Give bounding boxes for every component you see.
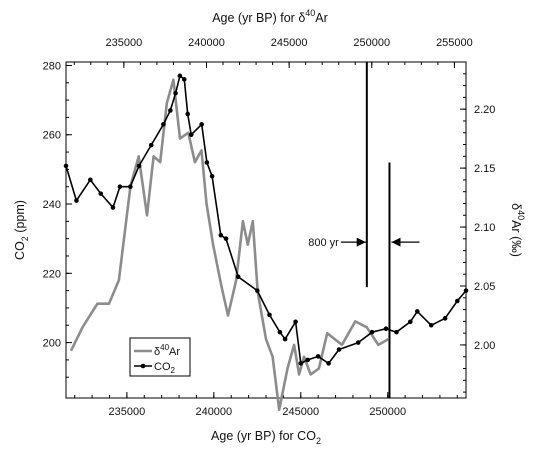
co2-data-point (74, 198, 79, 203)
co2-data-point (209, 174, 215, 179)
co2-data-point (383, 326, 389, 332)
co2-data-point (177, 73, 183, 79)
co2-data-point (173, 90, 178, 96)
co2-data-point (98, 191, 104, 196)
legend-label-d40ar: δ40Ar (154, 343, 180, 358)
left-tick-label: 260 (43, 130, 61, 142)
co2-data-point (148, 142, 154, 148)
co2-data-point (298, 361, 304, 366)
co2-data-point (267, 312, 272, 318)
left-axis-ticks: 200 220 240 260 280 (43, 60, 72, 378)
right-tick-label: 2.00 (474, 340, 495, 352)
top-axis-ticks: 235000 240000 245000 250000 255000 (73, 37, 473, 68)
left-tick-label: 220 (43, 268, 61, 280)
co2-data-point (63, 163, 69, 169)
co2-data-point (369, 329, 375, 335)
right-tick-label: 2.15 (474, 163, 495, 175)
right-tick-label: 2.10 (474, 222, 495, 234)
co2-data-point (218, 232, 224, 238)
co2-data-point (336, 347, 342, 352)
left-tick-label: 240 (43, 199, 61, 211)
left-tick-label: 280 (43, 60, 61, 72)
bottom-axis-title: Age (yr BP) for CO2 (211, 429, 321, 446)
co2-data-point (463, 288, 469, 293)
co2-data-point (277, 329, 283, 335)
co2-data-point (394, 329, 399, 335)
co2-data-point (223, 236, 229, 241)
co2-data-point (415, 309, 420, 314)
co2-data-point (88, 177, 93, 183)
series-layer (63, 73, 469, 412)
legend-label-co2: CO2 (154, 361, 176, 375)
co2-data-point (326, 361, 331, 366)
top-axis-title: Age (yr BP) for δ40Ar (212, 8, 328, 25)
co2-data-point (255, 288, 260, 293)
bottom-tick-label: 240000 (195, 406, 232, 418)
annotation-layer: 800 yr (308, 62, 420, 398)
co2-data-point (293, 319, 298, 325)
co2-data-point (161, 122, 166, 127)
co2-data-point (136, 163, 142, 169)
co2-data-point (455, 298, 460, 304)
top-tick-label: 235000 (105, 37, 142, 49)
co2-data-point (282, 336, 288, 342)
legend: δ40Ar CO2 (129, 337, 191, 377)
annotation-text: 800 yr (308, 237, 339, 249)
co2-data-point (355, 340, 361, 345)
series-line-d40ar (69, 78, 389, 412)
bottom-tick-label: 250000 (369, 406, 406, 418)
right-axis-title: δ40Ar (‰) (509, 203, 526, 257)
co2-data-point (199, 122, 204, 127)
top-tick-label: 245000 (271, 37, 308, 49)
legend-marker-co2 (140, 363, 146, 369)
top-tick-label: 240000 (188, 37, 225, 49)
bottom-tick-label: 245000 (282, 406, 319, 418)
co2-data-point (428, 322, 434, 328)
left-tick-label: 200 (43, 338, 61, 350)
co2-data-point (168, 108, 173, 113)
right-tick-label: 2.05 (474, 281, 495, 293)
co2-data-point (117, 184, 123, 190)
top-tick-label: 250000 (353, 37, 390, 49)
co2-data-point (408, 319, 413, 325)
co2-data-point (128, 184, 133, 190)
co2-data-point (315, 354, 321, 359)
right-tick-label: 2.20 (474, 104, 495, 116)
co2-data-point (204, 160, 210, 165)
co2-data-point (110, 205, 116, 210)
co2-data-point (181, 77, 187, 82)
left-axis-title: CO2 (ppm) (13, 200, 30, 260)
co2-data-point (442, 316, 448, 321)
co2-data-point (305, 357, 311, 363)
co2-data-point (188, 132, 194, 138)
top-tick-label: 255000 (436, 37, 473, 49)
co2-data-point (235, 274, 241, 280)
bottom-axis-ticks: 235000 240000 245000 250000 (74, 392, 458, 418)
legend-box (129, 337, 191, 377)
bottom-tick-label: 235000 (109, 406, 146, 418)
right-axis-ticks: 2.00 2.05 2.10 2.15 2.20 (460, 73, 495, 393)
co2-data-point (185, 111, 191, 117)
